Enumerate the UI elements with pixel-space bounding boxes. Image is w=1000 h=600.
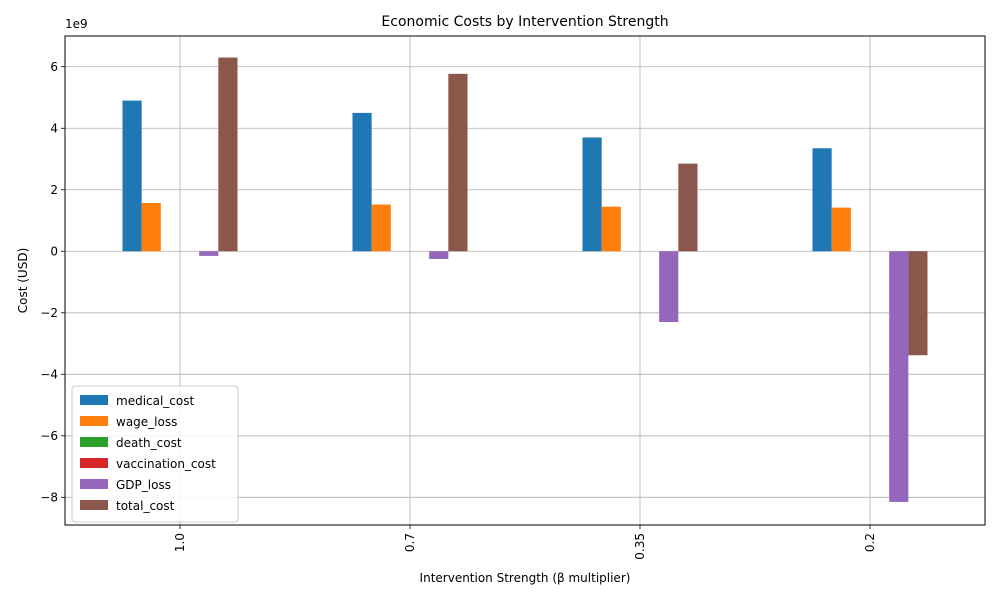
legend-swatch-death_cost bbox=[80, 437, 108, 447]
y-axis-label: Cost (USD) bbox=[16, 248, 30, 314]
bar-wage_loss-0.2 bbox=[831, 207, 851, 252]
bar-medical_cost-0.35 bbox=[582, 137, 602, 252]
x-tick-label: 1.0 bbox=[173, 533, 187, 552]
legend-label-total_cost: total_cost bbox=[116, 499, 175, 513]
legend-frame bbox=[71, 385, 239, 523]
x-axis-ticks: 1.0 0.7 0.35 0.2 bbox=[173, 525, 877, 560]
x-tick-label: 0.2 bbox=[863, 533, 877, 552]
y-tick-label: −8 bbox=[40, 490, 58, 504]
x-tick-label: 0.7 bbox=[403, 533, 417, 552]
bars bbox=[122, 57, 928, 502]
legend-label-GDP_loss: GDP_loss bbox=[116, 478, 171, 492]
legend-label-medical_cost: medical_cost bbox=[116, 394, 195, 408]
legend-swatch-GDP_loss bbox=[80, 479, 108, 489]
bar-total_cost-0.7 bbox=[448, 73, 468, 252]
legend-swatch-total_cost bbox=[80, 500, 108, 510]
legend-swatch-vaccination_cost bbox=[80, 458, 108, 468]
legend-swatch-medical_cost bbox=[80, 395, 108, 405]
plot-area-frame bbox=[64, 35, 986, 526]
bar-wage_loss-0.35 bbox=[601, 206, 621, 252]
y-tick-label: −4 bbox=[40, 367, 58, 381]
x-tick-label: 0.35 bbox=[633, 533, 647, 560]
bar-GDP_loss-0.7 bbox=[429, 251, 449, 259]
chart-title: Economic Costs by Intervention Strength bbox=[381, 14, 668, 30]
y-tick-label: −2 bbox=[40, 306, 58, 320]
bar-wage_loss-1.0 bbox=[141, 202, 161, 252]
y-axis-ticks: −8 −6 −4 −2 0 2 4 6 bbox=[40, 60, 65, 504]
bar-total_cost-0.35 bbox=[678, 163, 698, 252]
bar-GDP_loss-0.2 bbox=[889, 251, 909, 502]
y-axis-scale-label: 1e9 bbox=[65, 17, 88, 31]
legend-label-death_cost: death_cost bbox=[116, 436, 182, 450]
x-axis-label: Intervention Strength (β multiplier) bbox=[420, 571, 631, 585]
y-tick-label: 2 bbox=[50, 183, 58, 197]
bar-total_cost-0.2 bbox=[908, 251, 928, 356]
bar-medical_cost-0.2 bbox=[812, 148, 832, 252]
bar-wage_loss-0.7 bbox=[371, 204, 391, 252]
bar-total_cost-1.0 bbox=[218, 57, 238, 252]
legend-label-wage_loss: wage_loss bbox=[116, 415, 177, 429]
bar-GDP_loss-0.35 bbox=[659, 251, 679, 323]
y-tick-label: 0 bbox=[50, 244, 58, 258]
bar-GDP_loss-1.0 bbox=[199, 251, 219, 256]
bar-medical_cost-1.0 bbox=[122, 100, 142, 252]
legend: medical_cost wage_loss death_cost vaccinati… bbox=[71, 385, 239, 523]
bar-medical_cost-0.7 bbox=[352, 112, 372, 252]
y-tick-label: −6 bbox=[40, 429, 58, 443]
legend-swatch-wage_loss bbox=[80, 416, 108, 426]
y-tick-label: 4 bbox=[50, 121, 58, 135]
legend-label-vaccination_cost: vaccination_cost bbox=[116, 457, 216, 471]
y-tick-label: 6 bbox=[50, 60, 58, 74]
